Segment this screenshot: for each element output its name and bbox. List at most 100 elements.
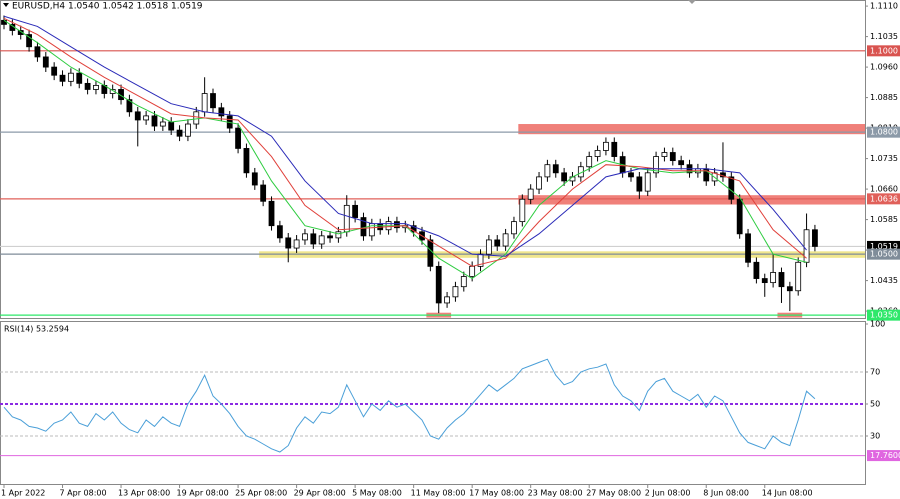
candle-body (51, 66, 58, 76)
candle-body (485, 239, 492, 255)
candle-body (736, 198, 743, 235)
level-label-box (867, 45, 900, 57)
candle-body (193, 111, 200, 125)
y-tick-label: 50 (870, 400, 880, 409)
y-tick-label: 1.1110 (870, 2, 898, 11)
candle-body (544, 164, 551, 178)
candle-body (276, 225, 283, 239)
level-label: 1.0800 (870, 128, 898, 137)
rsi-title: RSI(14) 53.2594 (4, 325, 69, 334)
candle-body (552, 164, 559, 174)
candle-body (778, 272, 785, 288)
y-tick-label: 1.0885 (870, 93, 898, 102)
zone (518, 195, 865, 205)
y-tick-label: 1.0960 (870, 63, 898, 72)
chart-title: EURUSD,H4 1.0540 1.0542 1.0518 1.0519 (12, 2, 203, 12)
candle-body (126, 99, 133, 113)
level-label-box (867, 309, 900, 321)
candle-body (93, 84, 99, 90)
candle-body (435, 265, 442, 304)
candle-body (527, 188, 534, 200)
candle-body (452, 286, 459, 298)
candle-body (427, 239, 434, 267)
candle-body (268, 200, 275, 227)
candle-body (812, 229, 818, 247)
candle-body (511, 221, 517, 235)
level-label-box (867, 240, 900, 252)
candle-body (76, 72, 83, 84)
candle-body (176, 129, 183, 137)
candle-body (728, 176, 735, 200)
candle-body (59, 74, 66, 82)
y-tick-label: 1.0435 (870, 276, 898, 285)
candle-body (786, 286, 793, 292)
candle-body (335, 231, 342, 239)
candle-body (302, 233, 308, 241)
candle-body (803, 229, 810, 263)
x-tick-label: 27 May 08:00 (586, 489, 641, 498)
candle-body (603, 141, 609, 151)
candle-body (201, 93, 208, 113)
candle-body (494, 239, 501, 247)
level-label: 1.0636 (870, 194, 898, 203)
price-panel (0, 0, 866, 319)
candle-body (753, 261, 760, 279)
candle-body (159, 121, 166, 127)
candle-body (795, 261, 802, 292)
menu-icon[interactable] (3, 3, 9, 7)
candle-body (460, 276, 467, 288)
candle-body (285, 237, 292, 249)
rsi-line (3, 358, 816, 453)
candle-body (594, 150, 601, 157)
candle-body (251, 172, 258, 186)
candle-body (218, 107, 225, 117)
x-tick-label: 7 Apr 08:00 (60, 489, 107, 498)
candle-body (678, 160, 685, 166)
level-label: 1.0350 (870, 311, 898, 320)
y-tick-label: 1.1035 (870, 32, 898, 41)
candle-body (260, 184, 267, 202)
level-label: 1.1000 (870, 46, 898, 55)
candle-body (444, 296, 450, 304)
candle-body (134, 111, 141, 121)
x-tick-label: 19 Apr 08:00 (177, 489, 229, 498)
candle-body (394, 221, 400, 229)
candle-body (669, 152, 676, 162)
candle-body (352, 204, 359, 218)
moving-average (3, 15, 807, 257)
y-tick-label: 30 (870, 432, 880, 441)
candle-body (469, 265, 476, 277)
candle-body (586, 156, 593, 168)
candle-body (17, 30, 24, 35)
candle-body (67, 72, 74, 82)
candle-body (477, 253, 484, 267)
candle-body (42, 56, 49, 68)
x-tick-label: 17 May 08:00 (469, 489, 524, 498)
x-tick-label: 5 May 08:00 (352, 489, 402, 498)
candle-body (536, 176, 542, 190)
level-label-box (867, 193, 900, 205)
y-tick-label: 1.0585 (870, 215, 898, 224)
candle-body (502, 233, 509, 247)
candle-body (745, 233, 751, 263)
y-tick-label: 1.0735 (870, 154, 898, 163)
candle-body (310, 233, 317, 245)
candle-body (761, 278, 768, 284)
candle-body (210, 93, 216, 109)
candle-body (644, 172, 651, 192)
moving-average (3, 19, 807, 280)
level-label-box (867, 450, 900, 462)
candle-body (611, 141, 618, 157)
x-tick-label: 14 Jun 08:00 (762, 489, 813, 498)
y-tick-label: 100 (870, 320, 885, 329)
level-label-box (867, 248, 900, 260)
x-tick-label: 8 Jun 08:00 (703, 489, 749, 498)
candle-body (636, 176, 643, 192)
x-tick-label: 2 Jun 08:00 (645, 489, 691, 498)
candle-body (519, 198, 526, 223)
candle-body (185, 123, 191, 137)
x-tick-label: 23 May 08:00 (528, 489, 583, 498)
candle-body (84, 82, 91, 90)
candle-body (34, 46, 41, 58)
